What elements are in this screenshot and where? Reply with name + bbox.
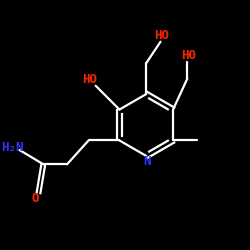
- Text: HO: HO: [82, 73, 97, 86]
- Text: H₂N: H₂N: [1, 141, 24, 154]
- Text: HO: HO: [154, 29, 169, 42]
- Text: HO: HO: [181, 50, 196, 62]
- Text: O: O: [31, 192, 39, 205]
- Text: N: N: [144, 156, 151, 168]
